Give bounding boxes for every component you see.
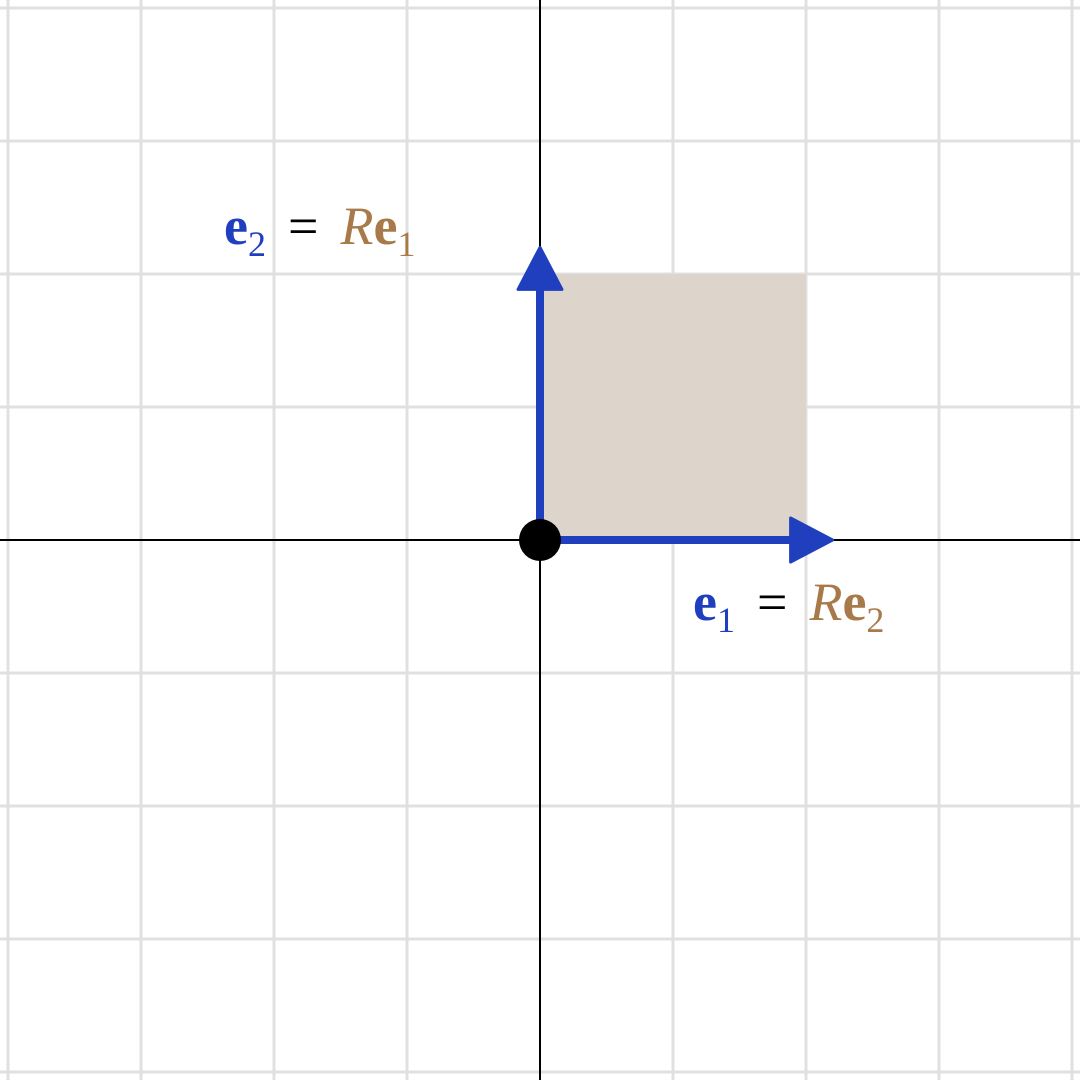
vectors	[516, 245, 835, 564]
label-e1: e1 = Re2	[693, 572, 884, 640]
label-e1-right-sub: 2	[866, 600, 884, 640]
label-e2-rotation: R	[339, 196, 373, 256]
label-e1-left-sub: 1	[717, 600, 735, 640]
label-e2-left-sub: 2	[248, 224, 266, 264]
vector-e2-arrowhead	[516, 245, 564, 291]
label-e1-right-symbol: e	[842, 572, 866, 632]
label-e1-equals: =	[757, 572, 787, 632]
label-e2: e2 = Re1	[224, 196, 415, 264]
label-e2-left-symbol: e	[224, 196, 248, 256]
label-e2-equals: =	[288, 196, 318, 256]
label-e1-left-symbol: e	[693, 572, 717, 632]
label-e1-rotation: R	[808, 572, 842, 632]
vector-e1-arrowhead	[789, 516, 835, 564]
unit-square	[540, 274, 806, 540]
label-e2-right-sub: 1	[397, 224, 415, 264]
origin-point	[519, 519, 561, 561]
label-e2-right-symbol: e	[373, 196, 397, 256]
